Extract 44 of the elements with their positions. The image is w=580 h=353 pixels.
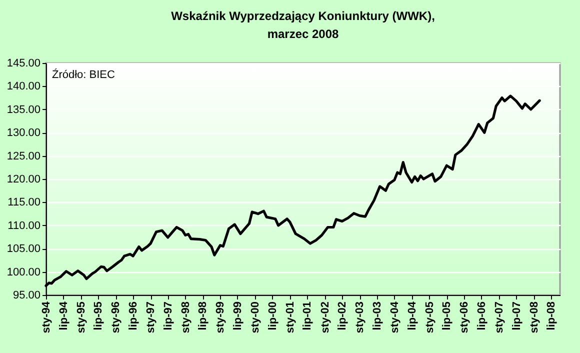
x-tick-label: lip-94 [58, 300, 70, 330]
x-tick-label: sty-00 [250, 302, 262, 334]
chart-title: Wskaźnik Wyprzedzający Koniunktury (WWK), [171, 9, 435, 23]
x-tick-label: lip-97 [162, 302, 174, 330]
x-tick-label: lip-02 [336, 302, 349, 330]
x-tick-label: sty-96 [110, 302, 122, 334]
y-tick-label: 130.00 [6, 127, 40, 140]
x-tick-label: sty-94 [40, 300, 52, 334]
annotation: Źródło: BIEC [52, 68, 116, 81]
x-tick-label: lip-08 [546, 302, 558, 330]
x-tick-label: sty-08 [528, 302, 540, 334]
x-tick-label: sty-03 [354, 302, 366, 334]
y-tick-label: 110.00 [8, 220, 40, 232]
x-tick-label: sty-01 [284, 302, 296, 334]
chart-subtitle: marzec 2008 [267, 27, 340, 41]
x-tick-label: sty-95 [75, 302, 88, 334]
y-tick-label: 100.00 [6, 266, 40, 278]
x-tick-label: lip-95 [92, 302, 105, 330]
y-tick-label: 135.00 [6, 104, 40, 116]
x-tick-label: sty-98 [180, 302, 192, 334]
x-tick-label: lip-99 [232, 302, 244, 330]
x-tick-label: lip-98 [197, 302, 210, 330]
y-tick-label: 125.00 [6, 150, 40, 162]
y-tick-label: 145.00 [6, 58, 40, 70]
x-tick-label: sty-07 [494, 302, 506, 334]
x-tick-label: lip-07 [510, 302, 523, 330]
x-tick-label: sty-06 [458, 302, 471, 334]
y-tick-label: 120.00 [6, 174, 40, 186]
x-tick-label: sty-97 [145, 302, 158, 334]
y-tick-label: 140.00 [6, 80, 40, 93]
x-tick-label: lip-01 [302, 302, 314, 330]
x-tick-label: lip-04 [406, 300, 418, 330]
x-tick-label: lip-03 [371, 302, 384, 330]
x-tick-label: lip-05 [441, 302, 454, 330]
x-tick-label: lip-00 [266, 302, 279, 330]
y-tick-label: 95.00 [12, 290, 40, 302]
x-tick-label: lip-96 [128, 302, 140, 330]
x-tick-label: sty-05 [424, 302, 436, 334]
y-tick-label: 105.00 [6, 243, 40, 256]
x-tick-label: sty-99 [214, 302, 227, 334]
x-tick-label: lip-06 [476, 302, 488, 330]
x-tick-label: sty-02 [319, 302, 332, 334]
x-tick-label: sty-04 [388, 300, 401, 334]
y-tick-label: 115.00 [8, 196, 40, 209]
